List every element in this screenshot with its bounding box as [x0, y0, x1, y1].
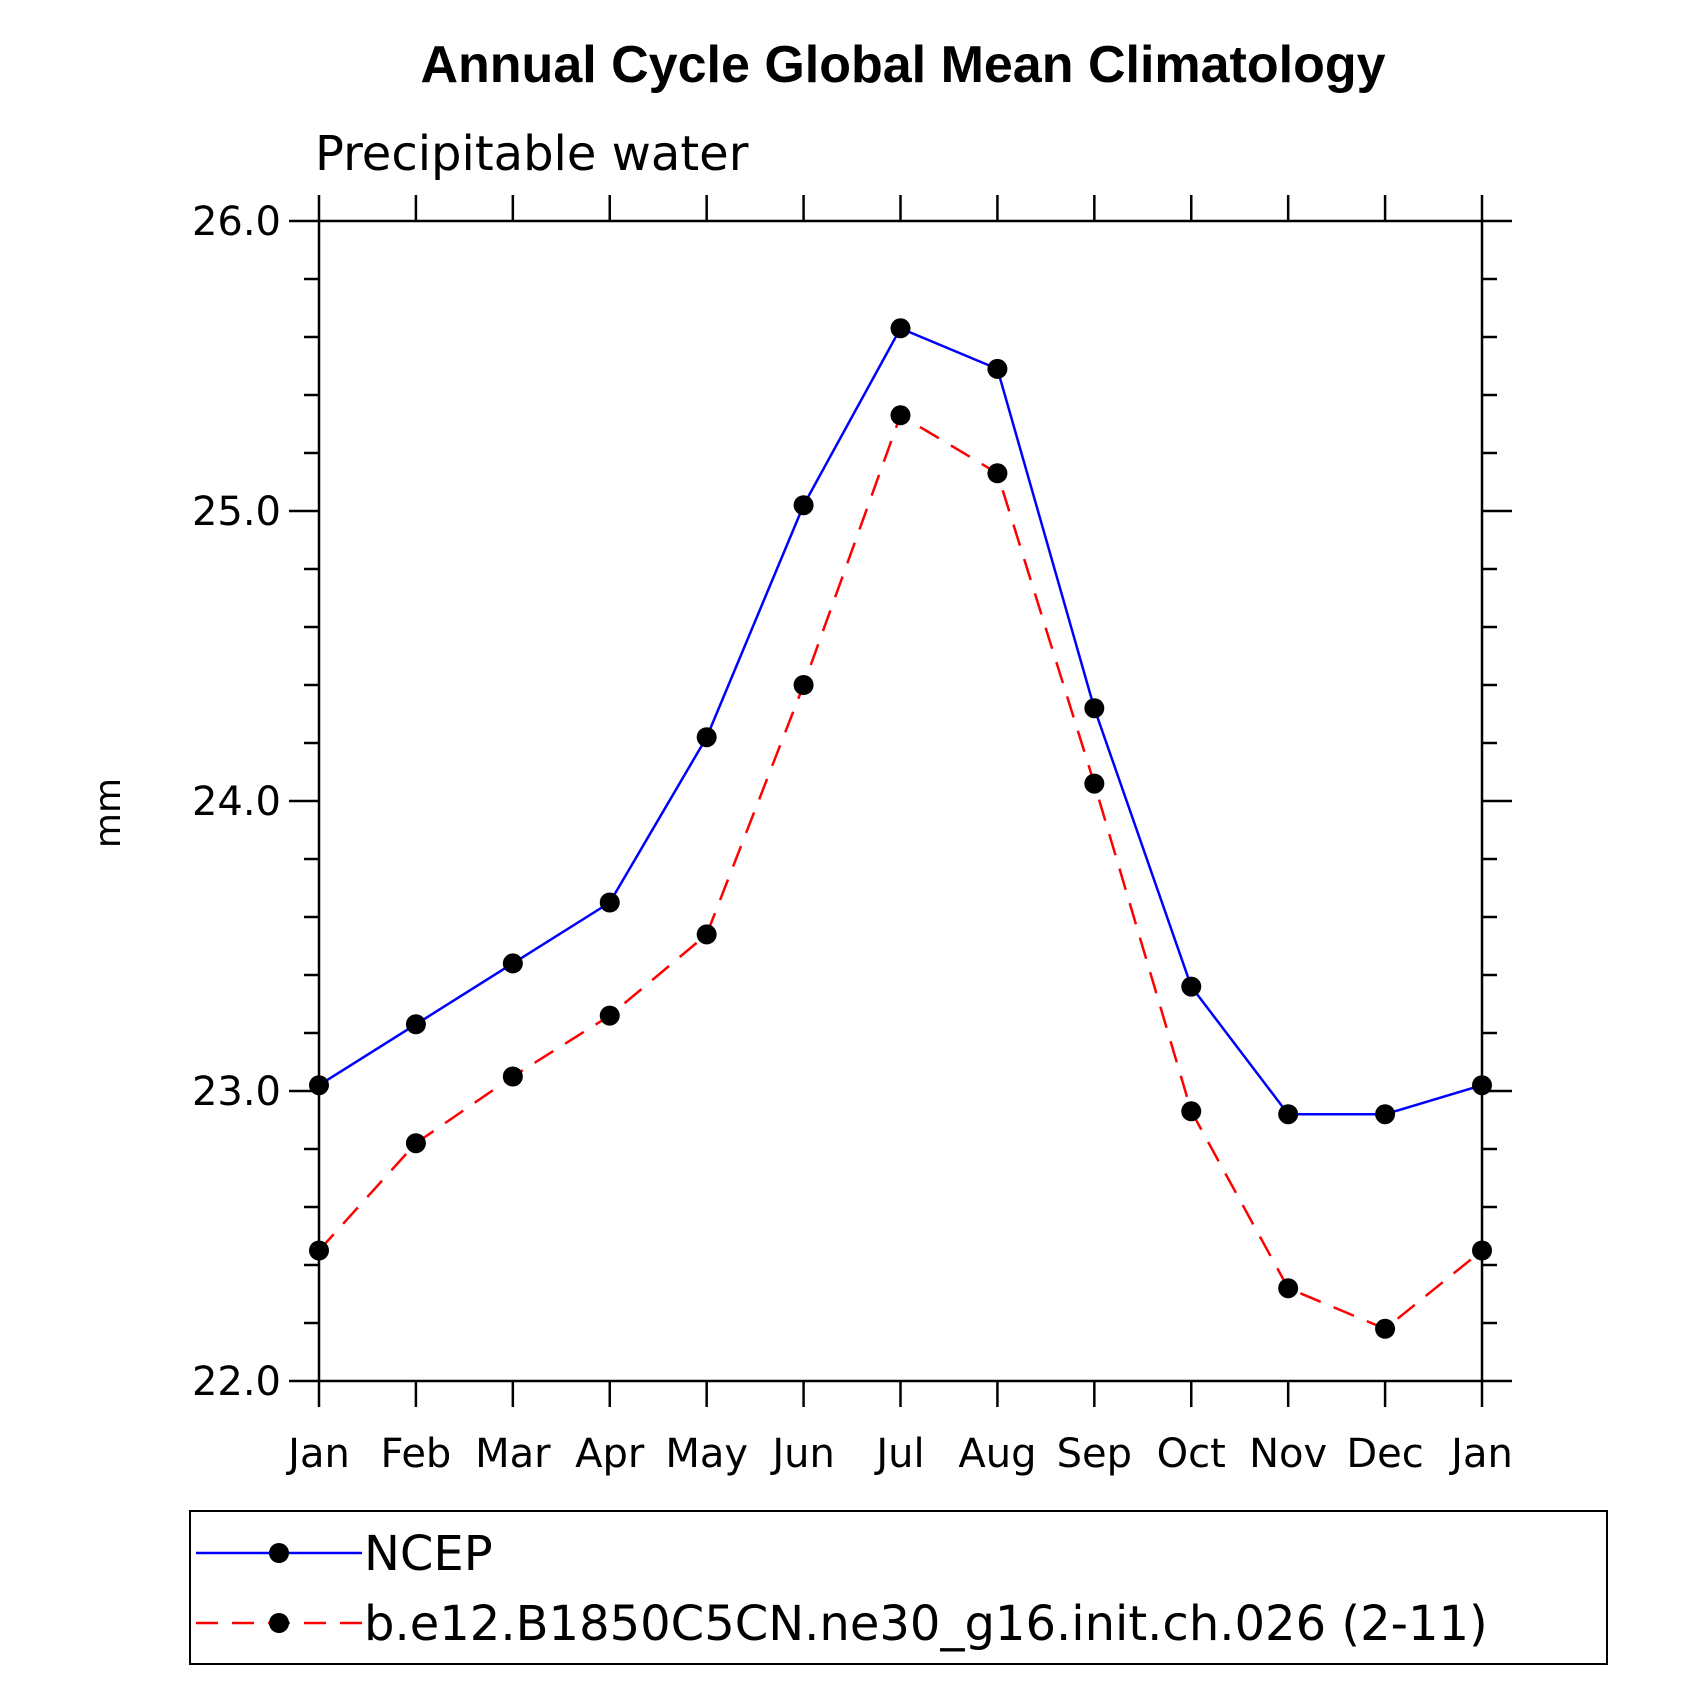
- x-tick-label: Jun: [769, 1431, 835, 1477]
- series-line: [318, 413, 1483, 1331]
- data-point: [987, 463, 1008, 484]
- data-point: [309, 1075, 329, 1096]
- data-point: [502, 953, 523, 974]
- y-tick-label: 22.0: [192, 1359, 281, 1405]
- data-point: [1278, 1104, 1299, 1125]
- data-point: [599, 892, 620, 913]
- data-point: [1181, 976, 1202, 997]
- legend-label: b.e12.B1850C5CN.ne30_g16.init.ch.026 (2-…: [364, 1596, 1488, 1652]
- y-tick-labels: 22.0 23.0 24.0 25.0 26.0: [192, 199, 281, 1405]
- x-tick-label: Aug: [958, 1431, 1036, 1477]
- legend: NCEP b.e12.B1850C5CN.ne30_g16.init.ch.026…: [189, 1510, 1608, 1665]
- y-tick-label: 24.0: [192, 779, 281, 825]
- data-point: [1472, 1075, 1492, 1096]
- series-line: [318, 326, 1483, 1116]
- data-point: [1181, 1101, 1202, 1122]
- x-tick-label: Oct: [1157, 1431, 1226, 1477]
- data-point: [1084, 773, 1105, 794]
- y-tick-label: 25.0: [192, 489, 281, 535]
- plot-frame: [317, 219, 1484, 1383]
- x-tick-label: May: [665, 1431, 748, 1477]
- x-tick-label: Mar: [475, 1431, 551, 1477]
- x-tick-label: Jan: [285, 1431, 350, 1477]
- x-tick-label: Sep: [1057, 1431, 1132, 1477]
- legend-marker: [269, 1613, 289, 1633]
- data-point: [1472, 1240, 1492, 1261]
- chart-subtitle: Precipitable water: [315, 126, 749, 182]
- x-tick-label: Feb: [381, 1431, 452, 1477]
- y-axis-label: mm: [88, 778, 129, 848]
- data-point: [696, 727, 717, 748]
- data-point: [1278, 1278, 1299, 1299]
- data-point: [502, 1066, 523, 1087]
- x-tick-label: Dec: [1346, 1431, 1423, 1477]
- legend-label: NCEP: [364, 1526, 493, 1582]
- x-tick-label: Jul: [873, 1431, 924, 1477]
- data-point: [1084, 698, 1105, 719]
- series-1: [309, 318, 1492, 1125]
- series-layer: [309, 318, 1492, 1339]
- chart-title: Annual Cycle Global Mean Climatology: [420, 36, 1385, 94]
- data-point: [890, 405, 911, 426]
- y-tick-label: 26.0: [192, 199, 281, 245]
- series-2: [309, 405, 1492, 1339]
- data-point: [309, 1240, 329, 1261]
- data-point: [987, 358, 1008, 379]
- data-point: [1375, 1318, 1396, 1339]
- legend-marker: [269, 1543, 289, 1563]
- y-tick-label: 23.0: [192, 1069, 281, 1115]
- plot-axes: [289, 195, 1512, 1407]
- data-point: [405, 1133, 426, 1154]
- x-tick-label: Apr: [575, 1431, 645, 1477]
- data-point: [599, 1005, 620, 1026]
- data-point: [793, 495, 814, 516]
- data-point: [1375, 1104, 1396, 1125]
- x-tick-labels: Jan Feb Mar Apr May Jun Jul Aug Sep Oct Nov Dec Jan: [285, 1431, 1513, 1477]
- x-tick-label: Nov: [1249, 1431, 1327, 1477]
- data-point: [405, 1014, 426, 1035]
- data-point: [890, 318, 911, 339]
- data-point: [696, 924, 717, 945]
- legend-box: [189, 1510, 1608, 1665]
- x-tick-label: Jan: [1448, 1431, 1513, 1477]
- data-point: [793, 675, 814, 695]
